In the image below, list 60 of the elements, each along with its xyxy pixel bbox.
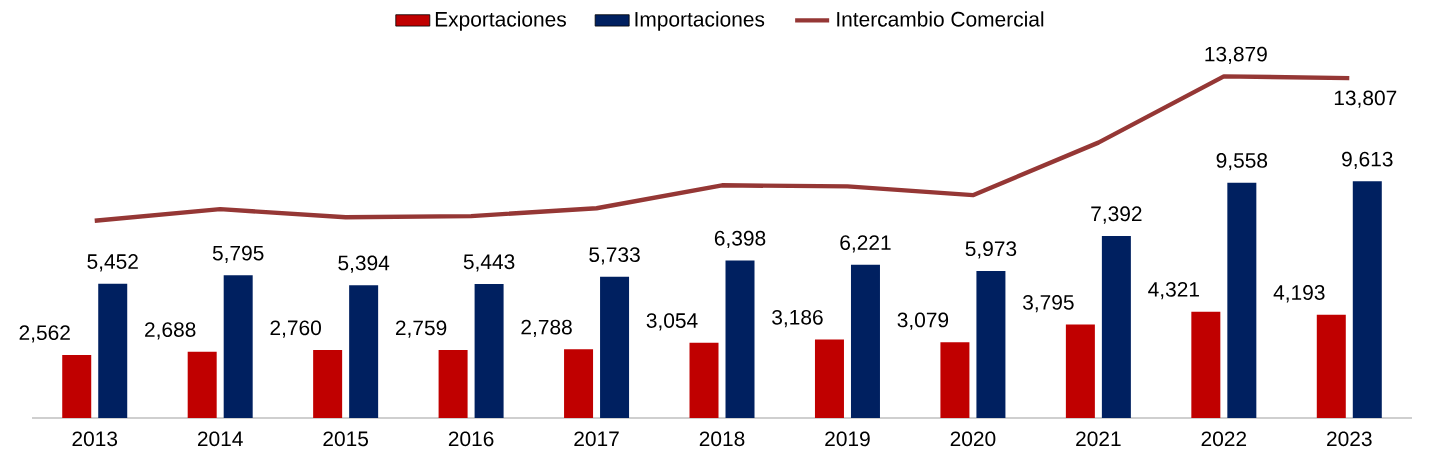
data-label: 2,562 — [19, 325, 70, 343]
data-label: 5,452 — [87, 254, 138, 272]
bar — [564, 349, 594, 418]
bar — [725, 260, 755, 418]
bar — [98, 283, 128, 418]
x-tick-label: 2022 — [1201, 431, 1247, 447]
bar — [689, 342, 719, 418]
bar — [349, 285, 379, 418]
bar — [940, 342, 970, 418]
x-tick-label: 2016 — [448, 431, 494, 447]
x-tick-label: 2019 — [825, 431, 870, 447]
data-label: 5,394 — [338, 255, 390, 273]
x-tick-label: 2014 — [197, 431, 243, 447]
data-label: 5,973 — [965, 241, 1017, 259]
bar — [1227, 182, 1257, 418]
legend-label: Importaciones — [635, 11, 765, 31]
x-tick-label: 2015 — [323, 431, 369, 447]
x-tick-label: 2021 — [1076, 431, 1121, 447]
data-label: 5,795 — [212, 245, 264, 263]
data-label: 6,398 — [714, 230, 766, 249]
x-tick-label: 2023 — [1327, 431, 1372, 447]
bar — [850, 264, 880, 418]
data-label: 2,688 — [145, 322, 196, 340]
bar — [187, 351, 217, 418]
data-label: 7,392 — [1091, 206, 1142, 224]
data-label: 6,221 — [840, 235, 891, 253]
data-label: 5,733 — [589, 247, 640, 265]
data-label: 2,759 — [395, 320, 447, 338]
bar — [814, 339, 844, 418]
bar — [976, 270, 1006, 418]
bar — [438, 350, 468, 418]
data-label: 13,879 — [1205, 46, 1267, 64]
legend-label: Intercambio Comercial — [837, 11, 1044, 27]
data-label: 3,079 — [897, 312, 949, 330]
data-label: 2,760 — [270, 320, 321, 338]
bar — [474, 284, 504, 418]
bar — [1191, 311, 1221, 418]
bar — [1101, 236, 1131, 418]
data-label: 3,795 — [1022, 294, 1074, 313]
data-label: 13,807 — [1334, 90, 1397, 108]
x-tick-label: 2020 — [950, 431, 996, 447]
bar — [62, 354, 92, 418]
x-tick-label: 2018 — [699, 431, 745, 447]
bar — [313, 350, 343, 418]
bar — [1065, 324, 1095, 418]
data-label: 4,321 — [1148, 281, 1199, 300]
data-label: 2,788 — [521, 319, 572, 337]
bar — [1352, 181, 1382, 418]
bar — [223, 275, 253, 418]
data-label: 4,193 — [1273, 285, 1325, 303]
bar — [600, 276, 630, 418]
data-label: 9,613 — [1342, 151, 1393, 169]
data-label: 5,443 — [463, 254, 515, 272]
bar — [1316, 314, 1346, 418]
x-tick-label: 2017 — [574, 431, 619, 447]
x-tick-label: 2013 — [72, 431, 118, 447]
legend-label: Exportaciones — [435, 11, 566, 31]
data-label: 9,558 — [1216, 153, 1268, 171]
data-label: 3,186 — [772, 309, 823, 328]
data-label: 3,054 — [646, 313, 698, 331]
